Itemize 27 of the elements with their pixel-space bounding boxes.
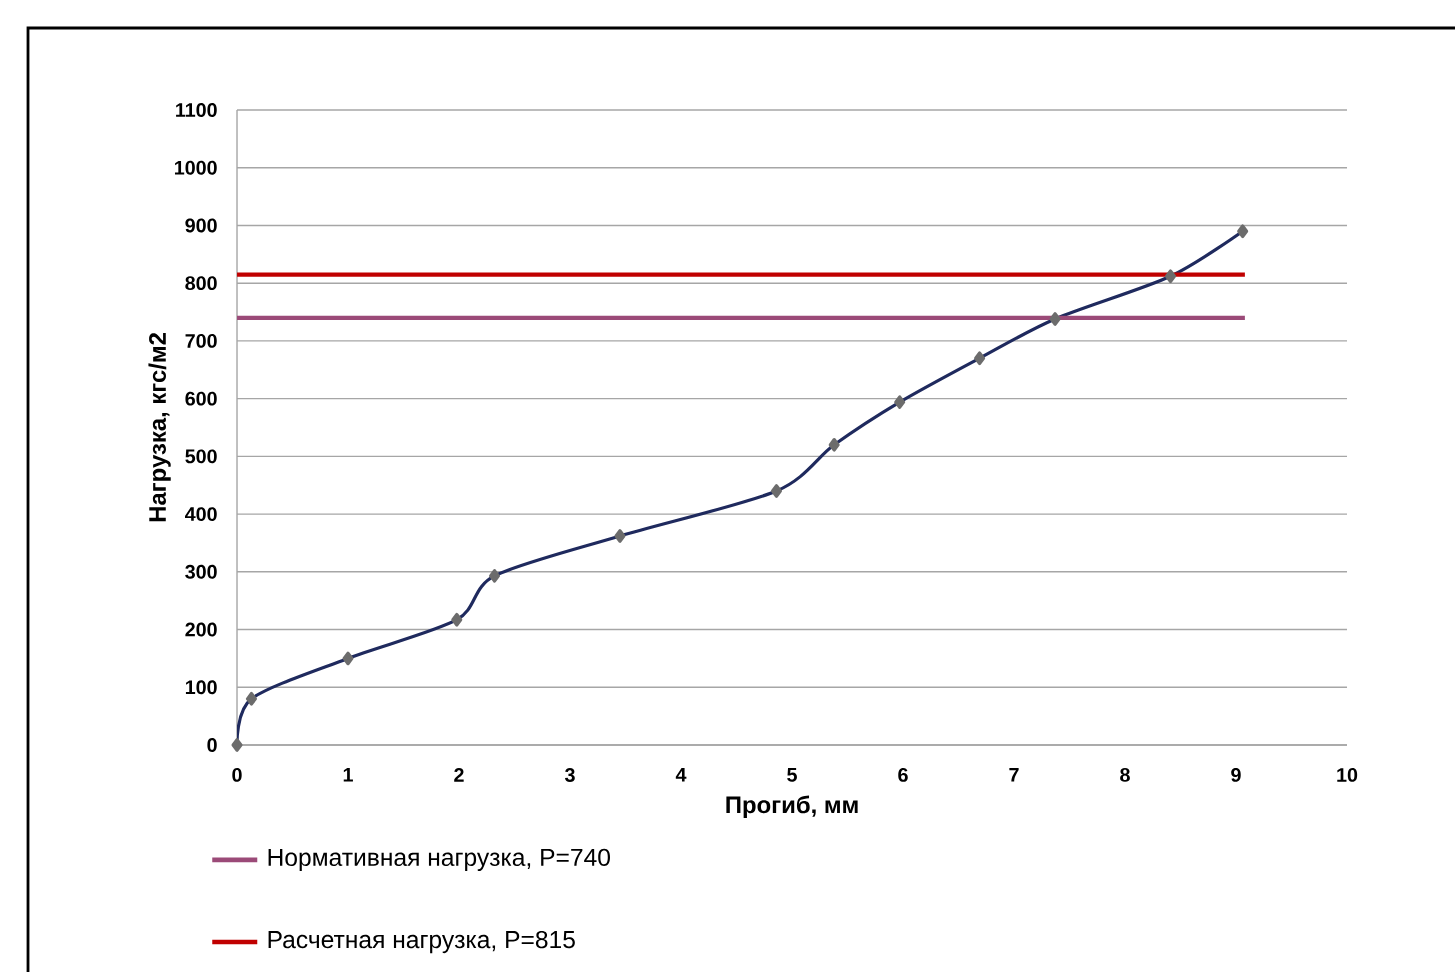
y-tick-label: 100: [185, 680, 217, 695]
y-tick-label: 700: [185, 333, 217, 348]
y-tick-label: 800: [185, 276, 217, 291]
y-tick-label: 0: [207, 738, 217, 752]
y-tick-label: 900: [185, 218, 217, 233]
legend-label: Расчетная нагрузка, P=815: [268, 930, 575, 954]
legend-label: Нормативная нагрузка, P=740: [268, 848, 610, 871]
y-tick-label: 1100: [176, 103, 217, 117]
y-tick-label: 500: [185, 449, 217, 464]
x-axis-title: Прогиб, мм: [726, 795, 858, 818]
y-tick-label: 1000: [174, 160, 217, 175]
x-tick-label: 6: [898, 767, 908, 782]
x-tick-label: 1: [343, 767, 353, 782]
y-axis-title: Нагрузка, кгс/м2: [148, 333, 171, 522]
x-tick-label: 4: [675, 767, 687, 782]
x-tick-label: 3: [564, 767, 575, 782]
x-tick-label: 8: [1120, 767, 1130, 782]
x-tick-label: 5: [787, 767, 797, 782]
x-tick-label: 9: [1231, 767, 1241, 782]
x-tick-label: 7: [1009, 767, 1019, 782]
y-tick-label: 600: [185, 391, 217, 406]
x-tick-label: 0: [232, 767, 242, 782]
x-tick-label: 10: [1337, 767, 1358, 782]
y-tick-label: 400: [185, 507, 217, 522]
y-tick-label: 200: [185, 622, 217, 637]
x-tick-label: 2: [454, 767, 464, 782]
y-tick-label: 300: [185, 564, 217, 579]
